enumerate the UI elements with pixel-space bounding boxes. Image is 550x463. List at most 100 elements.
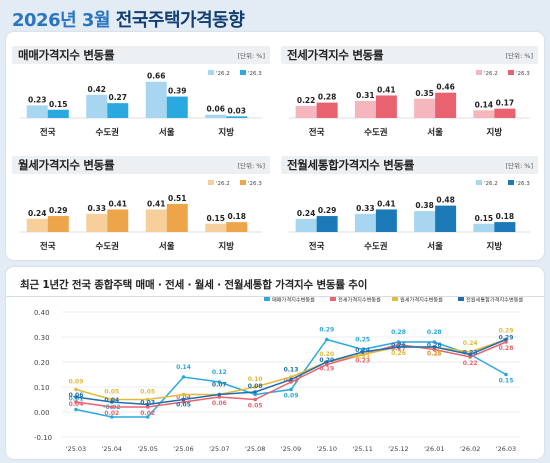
sale-chart-header: 매매가격지수 변동률 [단위: %] [12, 46, 270, 64]
trend-data-label-monthly: 0.26 [391, 350, 406, 357]
trend-point-monthly [74, 387, 78, 392]
sale-bar [166, 96, 188, 118]
jeonse-legend-swatch-prev [476, 70, 482, 75]
trend-x-tick-label: '26.02 [460, 445, 480, 453]
trend-point-sale [74, 407, 78, 412]
trend-chart-panel [6, 267, 544, 459]
combined-data-label: 0.18 [496, 212, 515, 221]
trend-point-sale [253, 392, 257, 397]
monthly-rent-legend-label-curr: '26.3 [248, 181, 262, 187]
monthly-rent-category-label: 지방 [218, 241, 234, 252]
monthly-rent-category-label: 서울 [159, 241, 175, 252]
monthly-rent-bar [205, 223, 227, 232]
jeonse-bar [354, 100, 376, 118]
combined-bar [375, 209, 397, 232]
trend-point-jeonse [181, 400, 186, 404]
trend-data-label-jeonse: 0.27 [391, 346, 406, 353]
combined-legend-swatch-curr [508, 180, 514, 185]
trend-x-tick-label: '25.05 [137, 445, 157, 453]
trend-data-label-monthly: 0.10 [248, 376, 263, 383]
combined-legend-swatch-prev [476, 180, 482, 185]
combined-legend-label-prev: '26.2 [484, 181, 498, 187]
trend-data-label-jeonse: 0.04 [69, 401, 84, 408]
trend-point-sale [181, 375, 186, 379]
trend-y-tick-label: 0.10 [34, 384, 50, 392]
sale-bar [145, 81, 167, 118]
trend-x-tick-label: '25.12 [388, 445, 408, 453]
sale-bar [86, 94, 108, 118]
trend-data-label-sale: 0.12 [212, 369, 227, 376]
trend-data-label-sale: 0.09 [284, 393, 299, 400]
sale-data-label: 0.15 [49, 100, 68, 109]
trend-data-label-combined: 0.26 [427, 342, 442, 349]
trend-legend-label-combined: 전월세통합가격지수변동률 [466, 296, 523, 304]
trend-data-label-combined: 0.13 [284, 367, 299, 374]
monthly-rent-category-label: 수도권 [96, 241, 120, 252]
combined-data-label: 0.48 [436, 196, 455, 205]
trend-legend-swatch-combined [458, 297, 464, 301]
trend-legend-swatch-sale [264, 297, 270, 301]
trend-x-tick-label: '25.09 [281, 445, 301, 453]
combined-bar [435, 205, 457, 232]
trend-data-label-combined: 0.04 [104, 397, 119, 404]
sale-data-label: 0.23 [28, 95, 47, 104]
jeonse-chart-header: 전세가격지수 변동률 [단위: %] [281, 46, 538, 64]
trend-data-label-combined: 0.07 [212, 382, 227, 389]
page-title-text: 전국주택가격동향 [115, 10, 245, 31]
trend-point-monthly [289, 375, 293, 379]
jeonse-unit-label: [단위: %] [505, 52, 533, 60]
monthly-rent-bar [47, 216, 69, 232]
jeonse-category-label: 수도권 [364, 127, 388, 138]
trend-data-label-combined: 0.08 [248, 383, 263, 390]
monthly-rent-bar [226, 222, 248, 232]
trend-point-combined [360, 350, 365, 354]
trend-point-monthly [253, 385, 257, 389]
monthly-rent-data-label: 0.51 [168, 194, 187, 203]
trend-data-label-jeonse: 0.19 [319, 366, 334, 373]
jeonse-category-label: 서울 [427, 127, 443, 138]
sale-bar [26, 105, 48, 118]
trend-point-combined [74, 395, 78, 399]
monthly-rent-bar [86, 213, 108, 232]
combined-bar [494, 222, 516, 232]
trend-data-label-monthly: 0.05 [104, 389, 119, 396]
jeonse-legend-swatch-curr [508, 70, 514, 75]
trend-data-label-jeonse: 0.02 [140, 410, 155, 417]
trend-point-jeonse [468, 355, 472, 359]
trend-point-jeonse [289, 380, 293, 384]
trend-point-sale [360, 347, 365, 352]
page-title-date: 2026년 3월 [12, 10, 111, 31]
trend-point-combined [181, 397, 186, 402]
trend-data-label-jeonse: 0.02 [104, 410, 119, 417]
trend-x-tick-label: '25.08 [245, 445, 265, 453]
combined-category-label: 수도권 [364, 241, 388, 252]
trend-point-combined [325, 360, 329, 364]
trend-x-tick-label: '25.04 [102, 445, 122, 453]
trend-point-combined [110, 400, 114, 404]
trend-data-label-jeonse: 0.05 [248, 403, 263, 410]
trend-data-label-jeonse: 0.23 [355, 358, 370, 365]
trend-data-label-monthly: 0.20 [319, 351, 334, 358]
sale-chart-title: 매매가격지수 변동률 [18, 48, 115, 62]
jeonse-data-label: 0.41 [377, 85, 396, 94]
trend-data-label-combined: 0.24 [355, 347, 370, 354]
trend-legend-swatch-monthly [392, 297, 398, 301]
trend-title-divider [6, 296, 544, 297]
trend-data-label-sale: 0.15 [499, 378, 514, 385]
combined-bar [295, 218, 317, 232]
trend-data-label-monthly: 0.09 [69, 379, 84, 386]
trend-data-label-combined: 0.29 [499, 335, 514, 342]
combined-data-label: 0.38 [415, 201, 434, 210]
trend-point-combined [396, 345, 401, 349]
sale-bar [226, 116, 248, 118]
monthly-rent-bar [26, 218, 48, 232]
trend-data-label-combined: 0.03 [140, 400, 155, 407]
jeonse-data-label: 0.14 [475, 100, 494, 109]
trend-data-label-combined: 0.26 [391, 342, 406, 349]
trend-point-sale [396, 340, 401, 344]
combined-data-label: 0.24 [297, 209, 316, 218]
jeonse-data-label: 0.22 [297, 96, 316, 105]
trend-data-label-monthly: 0.26 [427, 350, 442, 357]
